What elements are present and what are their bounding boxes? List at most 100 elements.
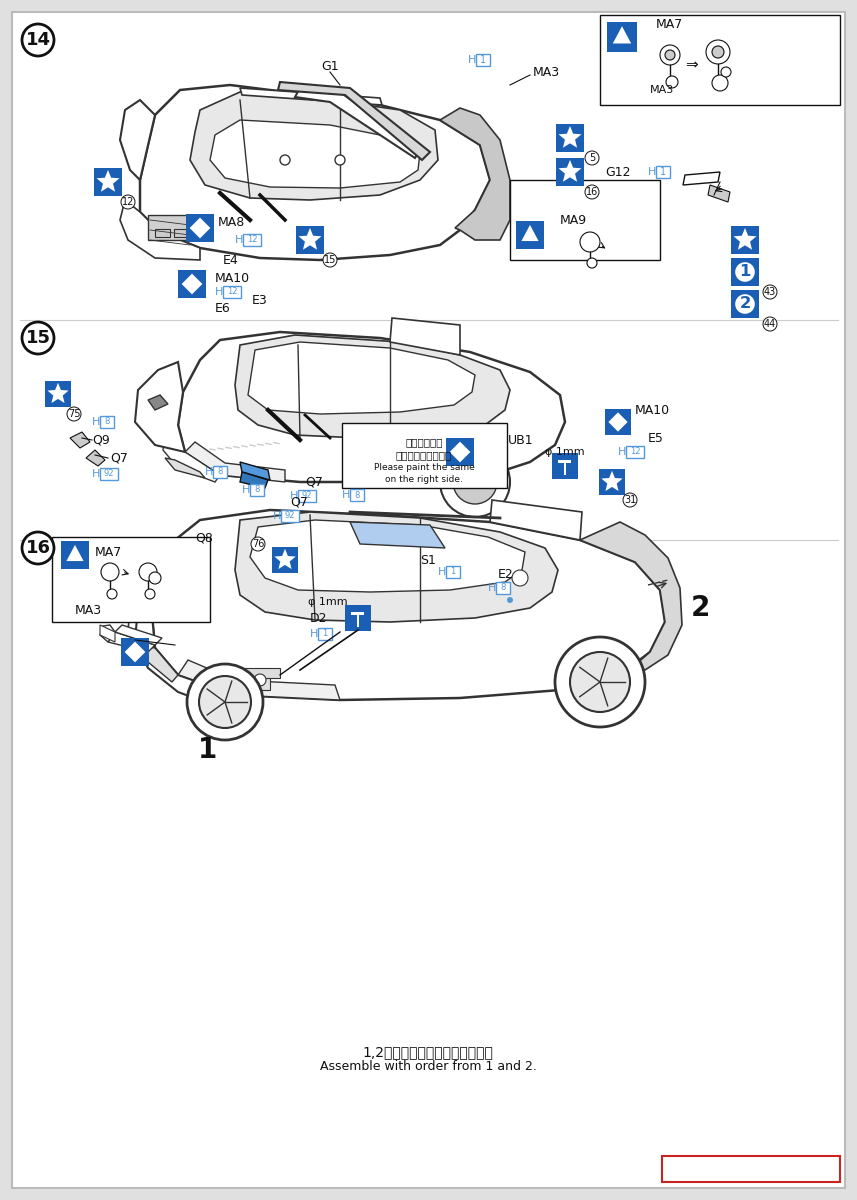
Circle shape: [706, 40, 730, 64]
Polygon shape: [178, 332, 565, 482]
Polygon shape: [250, 520, 525, 592]
Polygon shape: [490, 500, 582, 540]
Bar: [552, 452, 578, 479]
Polygon shape: [165, 458, 205, 478]
Text: N: N: [672, 1162, 684, 1176]
Bar: [731, 226, 759, 254]
Text: H: H: [648, 167, 656, 176]
Bar: [318, 628, 332, 640]
Polygon shape: [235, 512, 558, 622]
Bar: [272, 547, 298, 572]
Bar: [223, 286, 241, 298]
Polygon shape: [240, 88, 382, 104]
Polygon shape: [235, 335, 510, 438]
Polygon shape: [613, 26, 631, 43]
Polygon shape: [189, 217, 210, 239]
Text: MA10: MA10: [635, 403, 670, 416]
Circle shape: [251, 538, 265, 551]
Bar: [186, 214, 214, 242]
Circle shape: [440, 446, 510, 517]
Circle shape: [149, 572, 161, 584]
Text: MA3: MA3: [75, 604, 102, 617]
Polygon shape: [124, 642, 146, 662]
Circle shape: [735, 294, 755, 313]
Text: H: H: [92, 416, 100, 427]
Bar: [607, 22, 637, 52]
Text: G12: G12: [605, 166, 631, 179]
Bar: [250, 484, 264, 496]
Text: 92: 92: [104, 469, 114, 479]
Text: H: H: [488, 583, 496, 593]
Polygon shape: [240, 462, 270, 480]
Polygon shape: [350, 522, 445, 548]
Polygon shape: [135, 362, 185, 452]
Polygon shape: [115, 625, 162, 646]
Text: H: H: [273, 511, 281, 521]
Text: φ 1mm: φ 1mm: [308, 596, 348, 607]
Bar: [516, 221, 544, 248]
Text: 8: 8: [105, 418, 110, 426]
Text: 1: 1: [322, 630, 327, 638]
Polygon shape: [240, 472, 268, 488]
Text: E5: E5: [648, 432, 664, 444]
Bar: [45, 382, 71, 407]
Bar: [298, 490, 316, 502]
Circle shape: [712, 46, 724, 58]
Bar: [556, 158, 584, 186]
Polygon shape: [298, 228, 321, 250]
Text: H: H: [92, 469, 100, 479]
Bar: [210, 678, 270, 690]
Bar: [446, 566, 460, 578]
Text: 16: 16: [26, 539, 51, 557]
Bar: [243, 234, 261, 246]
Bar: [564, 461, 566, 475]
Polygon shape: [148, 395, 168, 410]
Text: 1,2の順に組み立ててください。: 1,2の順に組み立ててください。: [363, 1045, 494, 1058]
Circle shape: [580, 232, 600, 252]
Text: MA8: MA8: [218, 216, 245, 228]
Circle shape: [721, 67, 731, 77]
Bar: [731, 258, 759, 286]
Bar: [281, 510, 299, 522]
Text: 31: 31: [624, 494, 636, 505]
Text: 8: 8: [500, 583, 506, 593]
Bar: [174, 229, 186, 236]
Text: 12: 12: [227, 288, 237, 296]
Polygon shape: [521, 224, 538, 241]
Text: H: H: [290, 491, 298, 502]
Text: H: H: [215, 287, 224, 296]
Polygon shape: [210, 120, 420, 188]
Polygon shape: [135, 588, 235, 702]
Polygon shape: [602, 470, 623, 491]
Circle shape: [187, 664, 263, 740]
Circle shape: [666, 76, 678, 88]
Polygon shape: [67, 545, 84, 562]
Circle shape: [735, 263, 755, 282]
Text: 2: 2: [690, 594, 710, 622]
Bar: [559, 461, 572, 463]
Bar: [94, 168, 122, 196]
Bar: [599, 469, 625, 494]
Bar: [350, 490, 364, 502]
Circle shape: [587, 258, 597, 268]
Text: MA3: MA3: [533, 66, 560, 78]
Circle shape: [623, 493, 637, 506]
Bar: [351, 612, 364, 616]
Text: 12: 12: [247, 235, 257, 245]
Text: on the right side.: on the right side.: [385, 475, 463, 485]
Text: 5: 5: [589, 152, 595, 163]
Polygon shape: [683, 172, 720, 185]
Polygon shape: [120, 100, 155, 180]
Circle shape: [323, 253, 337, 266]
Text: MA3: MA3: [650, 85, 674, 95]
Text: 15: 15: [26, 329, 51, 347]
Text: H: H: [438, 566, 446, 577]
Text: 43: 43: [764, 287, 776, 296]
Bar: [556, 124, 584, 152]
Text: E3: E3: [252, 294, 267, 306]
Polygon shape: [140, 85, 490, 260]
Text: S1: S1: [420, 553, 436, 566]
Text: 1: 1: [740, 264, 751, 280]
Circle shape: [585, 185, 599, 199]
Text: 8: 8: [255, 486, 260, 494]
